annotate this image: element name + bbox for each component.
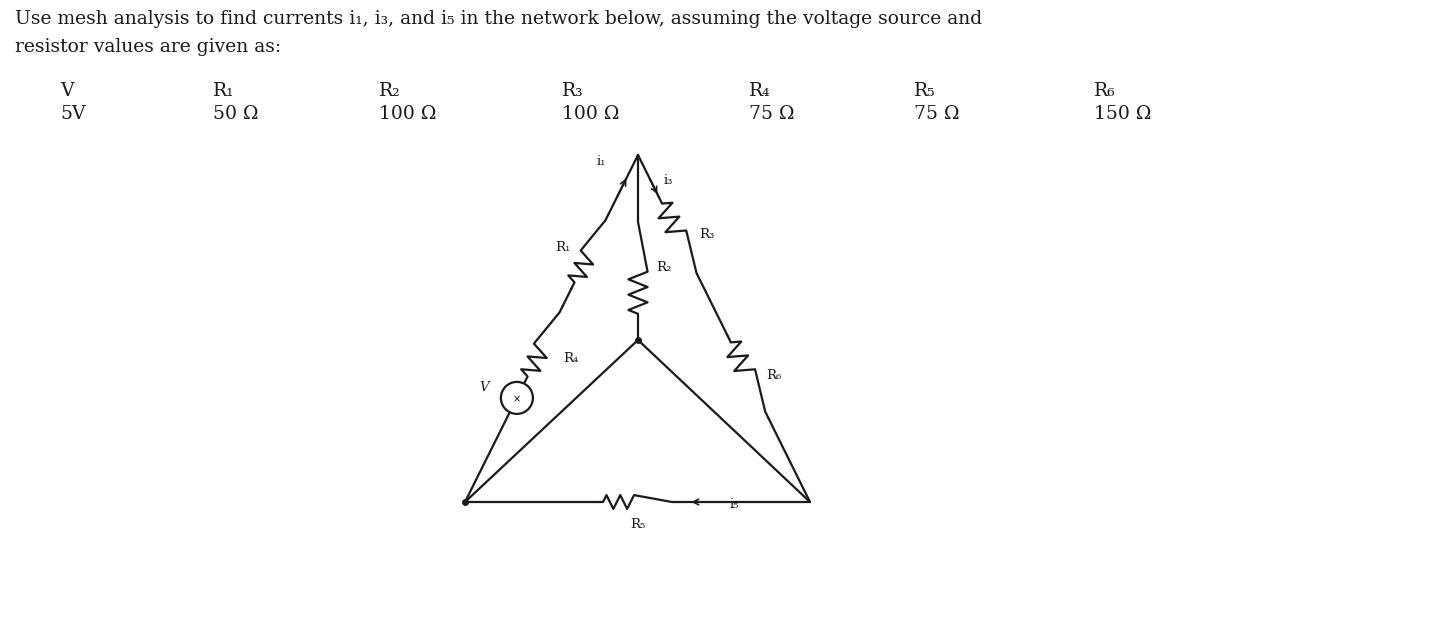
Text: Use mesh analysis to find currents i₁, i₃, and i₅ in the network below, assuming: Use mesh analysis to find currents i₁, i…	[14, 10, 982, 28]
Text: 150 Ω: 150 Ω	[1094, 105, 1152, 123]
Text: 50 Ω: 50 Ω	[213, 105, 259, 123]
Text: i₅: i₅	[730, 497, 739, 510]
Text: R₂: R₂	[379, 82, 400, 100]
Text: i₃: i₃	[664, 174, 672, 187]
Text: i₁: i₁	[596, 155, 606, 168]
Text: R₁: R₁	[554, 241, 570, 254]
Text: 100 Ω: 100 Ω	[379, 105, 436, 123]
Text: R₄: R₄	[749, 82, 770, 100]
Text: R₆: R₆	[766, 368, 782, 381]
Text: 75 Ω: 75 Ω	[749, 105, 795, 123]
Text: R₂: R₂	[657, 262, 671, 274]
Text: R₃: R₃	[562, 82, 583, 100]
Text: V: V	[480, 381, 490, 394]
Text: 5V: 5V	[60, 105, 86, 123]
Text: R₄: R₄	[563, 352, 579, 365]
Text: resistor values are given as:: resistor values are given as:	[14, 38, 281, 56]
Text: 100 Ω: 100 Ω	[562, 105, 619, 123]
Text: V: V	[60, 82, 73, 100]
Text: ×: ×	[513, 394, 521, 404]
Text: R₃: R₃	[700, 228, 714, 241]
Text: 75 Ω: 75 Ω	[914, 105, 960, 123]
Text: R₆: R₆	[1094, 82, 1116, 100]
Text: R₅: R₅	[629, 518, 645, 531]
Text: R₅: R₅	[914, 82, 936, 100]
Text: R₁: R₁	[213, 82, 235, 100]
